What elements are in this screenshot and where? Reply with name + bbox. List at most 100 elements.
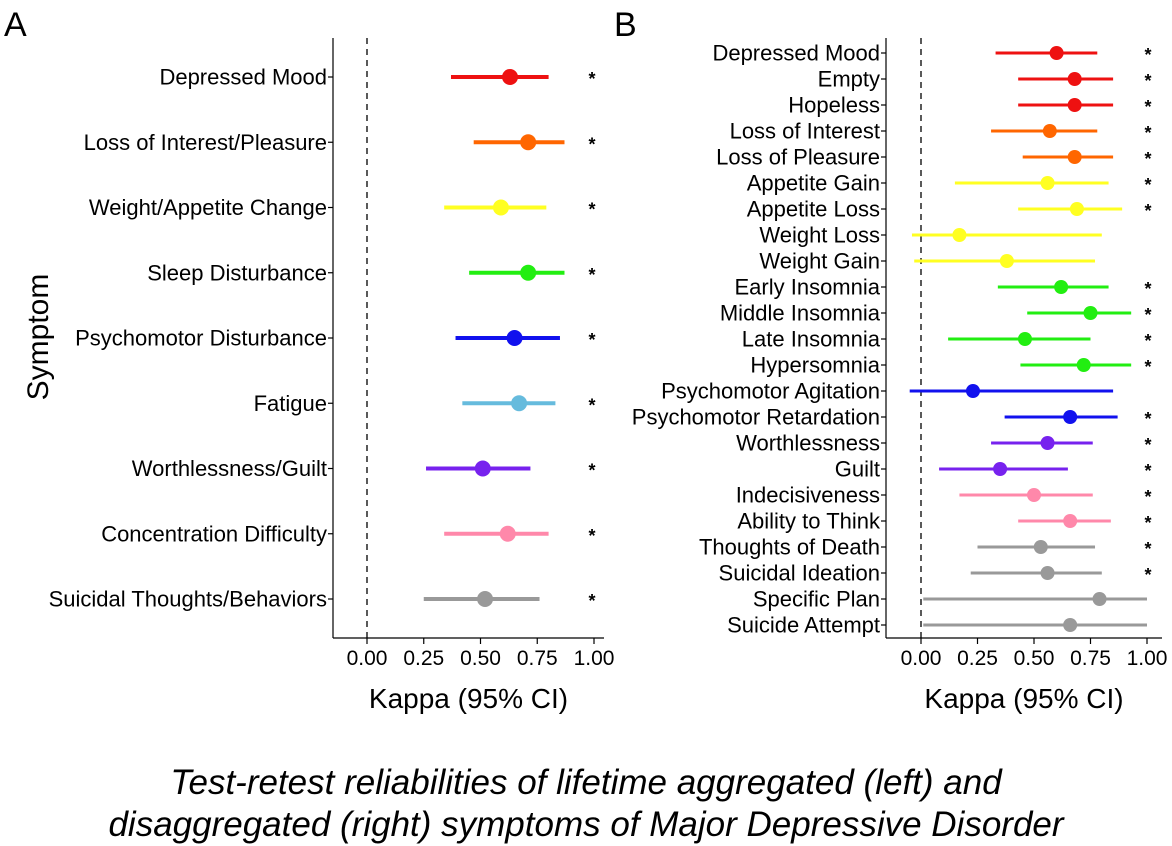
panel-a-x-tick-label: 0.00 — [347, 647, 388, 670]
panel-a-significance-star: * — [588, 69, 595, 89]
panel-a-kappa-point — [520, 134, 537, 151]
panel-b-symptom-label: Depressed Mood — [712, 41, 880, 66]
panel-b-significance-star: * — [1144, 565, 1151, 585]
panel-b-kappa-point — [1040, 176, 1055, 190]
panel-b-significance-star: * — [1144, 409, 1151, 429]
panel-b-kappa-point — [1040, 436, 1055, 450]
panel-b-kappa-point — [1033, 540, 1048, 554]
panel-b-symptom-label: Guilt — [835, 457, 880, 482]
panel-b-significance-star: * — [1144, 45, 1151, 65]
panel-b-symptom-label: Hopeless — [788, 93, 880, 118]
panel-a-y-axis-title: Symptom — [22, 274, 55, 401]
panel-a-kappa-point — [492, 199, 509, 216]
panel-b-symptom-label: Hypersomnia — [750, 353, 880, 378]
caption-line-1: Test-retest reliabilities of lifetime ag… — [170, 763, 1002, 802]
panel-b-significance-star: * — [1144, 331, 1151, 351]
panel-b-symptom-label: Psychomotor Retardation — [632, 405, 880, 430]
panel-b-kappa-point — [965, 384, 980, 398]
panel-b-significance-star: * — [1144, 149, 1151, 169]
panel-b-kappa-point — [1017, 332, 1032, 346]
panel-a-x-tick-label: 0.75 — [517, 647, 558, 670]
panel-b-kappa-point — [1063, 514, 1078, 528]
panel-a-significance-star: * — [588, 526, 595, 546]
panel-b-symptom-label: Weight Loss — [759, 223, 880, 248]
panel-b-symptom-label: Appetite Gain — [747, 171, 880, 196]
caption-line-2: disaggregated (right) symptoms of Major … — [108, 805, 1064, 844]
figure-caption: Test-retest reliabilities of lifetime ag… — [0, 762, 1172, 846]
panel-b-significance-star: * — [1144, 305, 1151, 325]
panel-a-symptom-label: Fatigue — [254, 391, 327, 416]
panel-a-symptom-label: Sleep Disturbance — [147, 260, 327, 285]
panel-b-symptom-label: Empty — [818, 67, 880, 92]
panel-a-significance-star: * — [588, 134, 595, 154]
panel-a-symptom-label: Suicidal Thoughts/Behaviors — [49, 587, 327, 612]
panel-b-symptom-label: Specific Plan — [753, 587, 880, 612]
panel-a-x-tick-label: 1.00 — [574, 647, 615, 670]
panel-b-kappa-point — [1063, 410, 1078, 424]
panel-a-x-tick-label: 0.25 — [403, 647, 444, 670]
panel-b-symptom-label: Worthlessness — [736, 431, 880, 456]
panel-a-symptom-label: Loss of Interest/Pleasure — [84, 130, 327, 155]
panel-b-x-tick-label: 0.25 — [957, 647, 998, 670]
panel-b-kappa-point — [1027, 488, 1041, 502]
panel-a-significance-star: * — [588, 330, 595, 350]
panel-b-significance-star: * — [1144, 123, 1151, 143]
panel-b-x-tick-label: 1.00 — [1127, 647, 1168, 670]
panel-b-significance-star: * — [1144, 435, 1151, 455]
panel-b-kappa-point — [1049, 46, 1064, 60]
panel-b-kappa-point — [1076, 358, 1091, 372]
panel-b-significance-star: * — [1144, 201, 1151, 221]
panel-b-significance-star: * — [1144, 71, 1151, 91]
panel-b-kappa-point — [1054, 280, 1069, 294]
panel-b-x-axis-title: Kappa (95% CI) — [924, 683, 1123, 714]
panel-b-kappa-point — [1067, 98, 1082, 112]
panel-b-symptom-label: Thoughts of Death — [699, 535, 880, 560]
panel-b-significance-star: * — [1144, 513, 1151, 533]
panel-b-symptom-label: Loss of Interest — [730, 119, 880, 144]
panel-b-significance-star: * — [1144, 487, 1151, 507]
panel-a-symptom-label: Worthlessness/Guilt — [132, 456, 327, 481]
panel-a-significance-star: * — [588, 591, 595, 611]
panel-b-significance-star: * — [1144, 175, 1151, 195]
panel-b-kappa-point — [952, 228, 967, 242]
panel-a-symptom-label: Weight/Appetite Change — [89, 195, 327, 220]
panel-b-symptom-label: Ability to Think — [737, 509, 881, 534]
panel-b-significance-star: * — [1144, 539, 1151, 559]
panel-a-x-axis-title: Kappa (95% CI) — [369, 683, 568, 714]
panel-b-x-tick-label: 0.50 — [1014, 647, 1055, 670]
panel-a-kappa-point — [506, 330, 523, 346]
panel-b-symptom-label: Early Insomnia — [734, 275, 880, 300]
panel-b-kappa-point — [1069, 202, 1084, 216]
panel-b-symptom-label: Psychomotor Agitation — [661, 379, 880, 404]
panel-a-kappa-point — [511, 395, 528, 412]
panel-b-symptom-label: Suicidal Ideation — [719, 561, 880, 586]
panel-a-kappa-point — [499, 525, 516, 542]
panel-a-symptom-label: Depressed Mood — [159, 65, 327, 90]
panel-a-symptom-label: Concentration Difficulty — [101, 521, 327, 546]
panel-b-kappa-point — [1067, 72, 1082, 86]
panel-b-significance-star: * — [1144, 97, 1151, 117]
panel-b-x-tick-label: 0.75 — [1070, 647, 1111, 670]
panel-b-symptom-label: Weight Gain — [759, 249, 880, 274]
panel-b-significance-star: * — [1144, 461, 1151, 481]
panel-b-kappa-point — [1042, 124, 1057, 138]
panel-b-kappa-point — [993, 462, 1008, 476]
panel-b-x-tick-label: 0.00 — [901, 647, 942, 670]
panel-a-kappa-point — [477, 591, 494, 607]
panel-a-significance-star: * — [588, 265, 595, 285]
panel-b-kappa-point — [1040, 566, 1055, 580]
panel-b-significance-star: * — [1144, 279, 1151, 299]
panel-b-symptom-label: Loss of Pleasure — [716, 145, 880, 170]
panel-b-symptom-label: Appetite Loss — [747, 197, 880, 222]
panel-a-kappa-point — [520, 264, 537, 281]
panel-a-significance-star: * — [588, 395, 595, 415]
panel-a-label: A — [4, 6, 27, 44]
panel-b-kappa-point — [1083, 306, 1098, 320]
panel-a-symptom-label: Psychomotor Disturbance — [75, 326, 327, 351]
panel-b-symptom-label: Middle Insomnia — [720, 301, 881, 326]
panel-b-kappa-point — [1067, 150, 1082, 164]
panel-a-significance-star: * — [588, 200, 595, 220]
panel-b-significance-star: * — [1144, 357, 1151, 377]
panel-b-kappa-point — [1063, 618, 1078, 632]
